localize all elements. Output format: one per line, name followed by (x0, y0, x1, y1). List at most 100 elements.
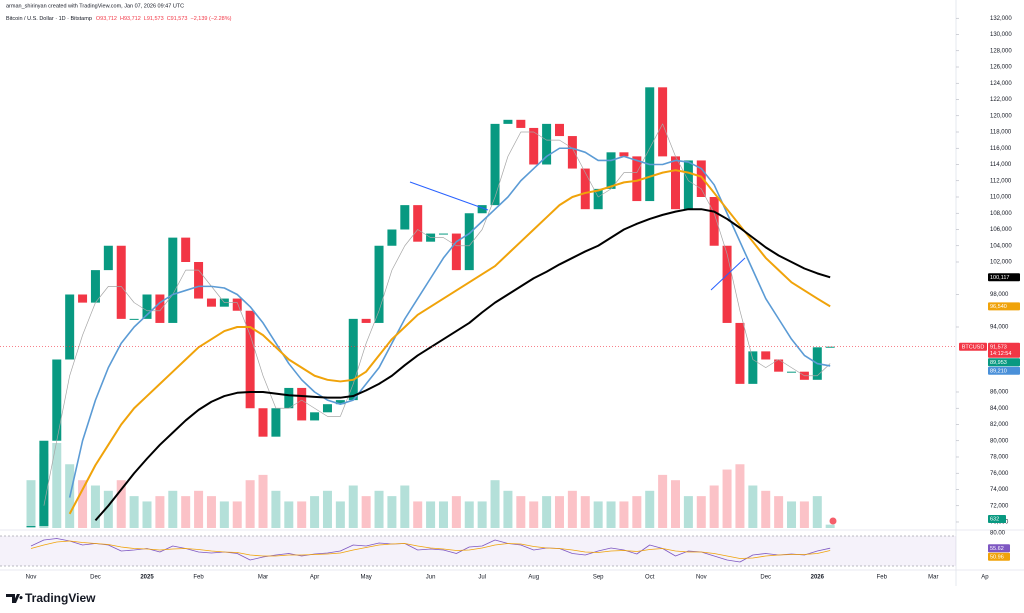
volume-bar (709, 485, 719, 528)
attribution: arman_shirinyan created with TradingView… (6, 3, 184, 9)
logo: TradingView (6, 591, 96, 605)
volume-bar (374, 490, 384, 528)
x-tick-label: Ap (981, 575, 989, 581)
candle (78, 294, 88, 303)
x-tick-label: Mar (258, 575, 268, 581)
price-layer (26, 87, 835, 528)
candle (516, 119, 526, 128)
candle (258, 408, 268, 437)
x-tick-label: Sep (593, 575, 604, 581)
ohlc-close: C91,573 (167, 16, 188, 22)
y-tick-label: 112,000 (990, 178, 1012, 184)
x-tick-label: Jul (478, 575, 486, 581)
volume-bar (683, 496, 693, 528)
symbol-label: BTCUSD (962, 344, 985, 350)
candle (542, 123, 552, 165)
x-tick-label: Jun (426, 575, 436, 581)
rsi-label-box (988, 544, 1010, 553)
volume-bar (361, 496, 371, 528)
trend-line (710, 257, 746, 291)
y-tick-label: 94,000 (990, 325, 1009, 331)
y-tick-label: 76,000 (990, 471, 1009, 477)
candle (129, 318, 139, 320)
y-tick-label: 102,000 (990, 260, 1012, 266)
volume-layer (26, 443, 835, 528)
volume-bar (787, 501, 797, 528)
y-tick-label: 124,000 (990, 81, 1012, 87)
volume-bar (619, 501, 629, 528)
y-tick-label: 86,000 (990, 390, 1009, 396)
price-label-box (988, 358, 1020, 367)
y-tick-label: 122,000 (990, 97, 1012, 103)
candle (658, 87, 668, 157)
volume-bar (103, 490, 113, 528)
volume-bar (310, 496, 320, 528)
volume-bar (52, 443, 62, 528)
x-tick-label: Apr (310, 575, 319, 581)
volume-marker (829, 517, 837, 525)
y-tick-label: 114,000 (990, 162, 1012, 168)
volume-bar (181, 496, 191, 528)
volume-bar (761, 490, 771, 528)
candle (297, 387, 307, 421)
price-label-box (988, 273, 1020, 282)
candle (451, 233, 461, 271)
rsi-label: 55.62 (990, 546, 1004, 552)
candle (400, 205, 410, 230)
candle (181, 237, 191, 262)
y-tick-label: 106,000 (990, 227, 1012, 233)
x-tick-label: Nov (26, 575, 37, 581)
candle (374, 245, 384, 323)
volume-bar (580, 496, 590, 528)
volume-bar (232, 501, 242, 528)
countdown: 14:12:54 (990, 351, 1011, 357)
x-tick-label: Dec (760, 575, 771, 581)
candle (387, 229, 397, 246)
volume-bar (748, 485, 758, 528)
volume-bar (632, 496, 642, 528)
volume-bar (477, 501, 487, 528)
volume-bar (335, 501, 345, 528)
x-tick-label: Dec (90, 575, 101, 581)
y-tick-label: 108,000 (990, 211, 1012, 217)
price-label: 89,210 (990, 368, 1007, 374)
candle (825, 346, 835, 348)
candle (245, 310, 255, 409)
candle (787, 371, 797, 373)
y-tick-label: 84,000 (990, 406, 1009, 412)
volume-bar (529, 501, 539, 528)
price-label: 96,540 (990, 304, 1007, 310)
volume-bar (219, 501, 229, 528)
candle (206, 298, 216, 307)
symbol-box (959, 342, 987, 351)
volume-bar (413, 501, 423, 528)
volume-bar (774, 496, 784, 528)
volume-bar (271, 490, 281, 528)
candle (103, 245, 113, 271)
candle (155, 294, 165, 323)
ohlc-open: O93,712 (96, 16, 117, 22)
candle (90, 270, 100, 303)
candle (142, 294, 152, 319)
candle (438, 233, 448, 235)
y-tick-label: 120,000 (990, 113, 1012, 119)
ohlc-change: −2,139 (−2.28%) (190, 16, 231, 22)
candle (683, 160, 693, 210)
y-tick-label: 126,000 (990, 65, 1012, 71)
volume-bar (503, 490, 513, 528)
volume-bar (593, 501, 603, 528)
candle (310, 412, 320, 421)
y-tick-label: 98,000 (990, 292, 1009, 298)
candle (645, 87, 655, 202)
x-tick-label: Mar (928, 575, 938, 581)
volume-bar (168, 490, 178, 528)
volume-bar (645, 490, 655, 528)
axis-layer: 132,000 130,000 128,000 126,000 124,000 122,0… (26, 16, 1020, 581)
volume-bar (155, 496, 165, 528)
volume-bar (129, 496, 139, 528)
rsi-ma-line (30, 540, 831, 559)
price-label-box (988, 302, 1020, 311)
y-tick-label: 132,000 (990, 16, 1012, 22)
volume-bar (799, 501, 809, 528)
candle (632, 156, 642, 202)
